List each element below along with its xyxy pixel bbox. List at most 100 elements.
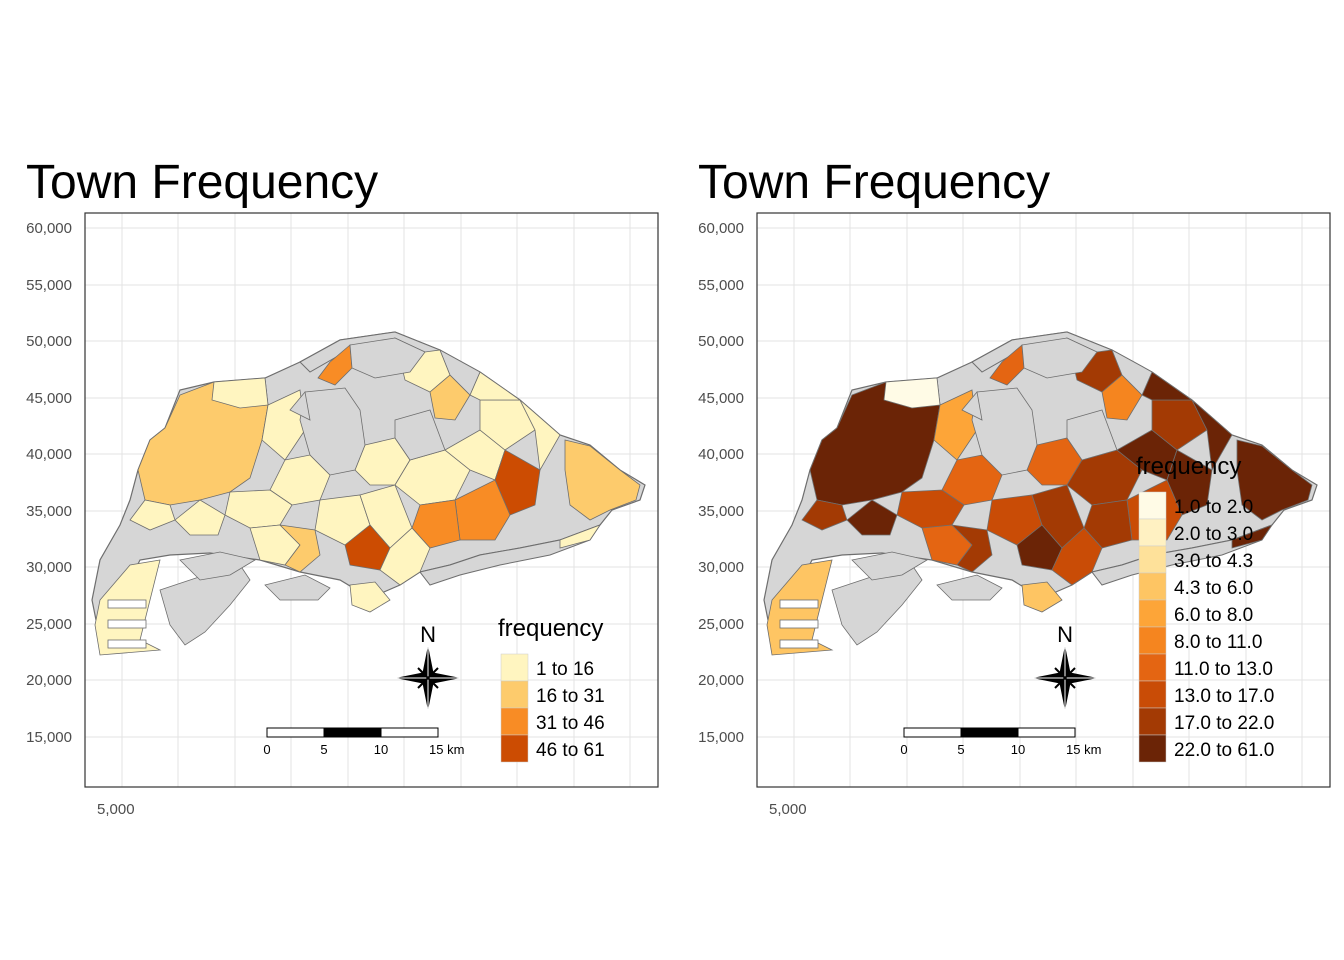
- legend-swatch: [500, 680, 529, 709]
- legend-swatch: [500, 653, 529, 682]
- region-polygon: [564, 439, 641, 521]
- region-polygon: [317, 344, 353, 386]
- region-polygon: [1083, 499, 1133, 549]
- legend-label: 6.0 to 8.0: [1174, 605, 1253, 626]
- y-tick-label: 35,000: [26, 503, 72, 520]
- y-tick-label: 60,000: [26, 220, 72, 237]
- region-polygon: [559, 524, 602, 549]
- legend-entry: 46 to 61: [500, 734, 605, 763]
- region-polygon-missing: [971, 387, 1038, 476]
- map-figure: Town Frequency 60,00055,00050,00045,0004…: [698, 156, 1331, 818]
- y-tick-label: 50,000: [698, 333, 744, 350]
- y-tick-label: 20,000: [26, 672, 72, 689]
- region-polygon-missing: [851, 551, 929, 581]
- y-tick-label: 55,000: [26, 277, 72, 294]
- jetty: [779, 599, 819, 609]
- scale-bar-segment: [380, 727, 439, 738]
- legend-label: 11.0 to 13.0: [1174, 659, 1273, 680]
- region-polygon: [846, 499, 898, 536]
- region-polygon-missing: [439, 349, 481, 396]
- scale-bar-segment: [960, 727, 1019, 738]
- jetty: [779, 639, 819, 649]
- legend-swatch: [500, 707, 529, 736]
- region-polygon: [1166, 449, 1213, 516]
- y-tick-label: 45,000: [26, 390, 72, 407]
- scale-bar-label: 10: [1011, 742, 1025, 757]
- jetty: [779, 619, 819, 629]
- y-tick-label: 50,000: [26, 333, 72, 350]
- jetty: [107, 599, 147, 609]
- legend-entry: 8.0 to 11.0: [1138, 626, 1262, 655]
- legend-entry: 13.0 to 17.0: [1138, 680, 1274, 709]
- legend-swatch: [1138, 545, 1167, 574]
- map-title: Town Frequency: [698, 156, 1050, 209]
- region-polygon: [1101, 374, 1143, 421]
- region-polygon-missing: [349, 337, 426, 379]
- legend-label: 17.0 to 22.0: [1174, 713, 1274, 734]
- y-tick-label: 15,000: [698, 729, 744, 746]
- y-tick-label: 40,000: [26, 446, 72, 463]
- region-polygon: [211, 377, 269, 409]
- panel-frame: [756, 212, 1331, 788]
- x-tick-label: 5,000: [97, 801, 135, 818]
- map-figure: Town Frequency 60,00055,00050,00045,0004…: [26, 156, 659, 818]
- region-polygon: [989, 344, 1025, 386]
- region-polygon: [129, 499, 176, 531]
- legend-label: 1 to 16: [536, 659, 594, 680]
- panel-frame: [84, 212, 659, 788]
- legend-entry: 11.0 to 13.0: [1138, 653, 1273, 682]
- map-panel-right: Town Frequency 60,000 55,000 50,000 45,000 4…: [672, 0, 1344, 960]
- north-arrow: N: [1034, 622, 1096, 709]
- y-tick-label: 55,000: [698, 277, 744, 294]
- region-polygon: [1051, 527, 1103, 586]
- legend-title: frequency: [498, 615, 603, 642]
- region-polygon-missing: [1111, 349, 1153, 396]
- compass-rose-icon: [1034, 647, 1096, 709]
- legend-swatch: [1138, 680, 1167, 709]
- legend-swatch: [500, 734, 529, 763]
- y-tick-label: 15,000: [26, 729, 72, 746]
- region-polygon-missing: [1021, 337, 1098, 379]
- legend-entry: 6.0 to 8.0: [1138, 599, 1253, 628]
- x-tick-label: 5,000: [769, 801, 807, 818]
- region-polygon-missing: [1066, 409, 1118, 461]
- land-map: [91, 331, 646, 656]
- region-polygon: [174, 499, 226, 536]
- region-polygon-missing: [289, 391, 311, 421]
- region-polygon-missing: [936, 574, 1003, 601]
- legend-label: 3.0 to 4.3: [1174, 551, 1253, 572]
- region-polygon: [1231, 524, 1274, 549]
- y-tick-label: 45,000: [698, 390, 744, 407]
- scale-bar-label: 5: [320, 742, 327, 757]
- legend-entry: 1 to 16: [500, 653, 594, 682]
- y-tick-label: 30,000: [26, 559, 72, 576]
- scale-bar-label: 5: [957, 742, 964, 757]
- legend-swatch: [1138, 626, 1167, 655]
- compass-rose-icon: [397, 647, 459, 709]
- north-label: N: [420, 622, 436, 647]
- scale-bar-label: 15 km: [1066, 742, 1101, 757]
- legend-label: 13.0 to 17.0: [1174, 686, 1274, 707]
- y-tick-label: 60,000: [698, 220, 744, 237]
- y-axis-ticks: 60,000 55,000 50,000 45,000 40,000 35,000 30,0…: [698, 220, 744, 746]
- legend-swatch: [1138, 734, 1167, 763]
- y-tick-label: 25,000: [698, 616, 744, 633]
- y-tick-label: 25,000: [26, 616, 72, 633]
- map-panel-left: Town Frequency 60,000 55,000 50,000 45,000 4…: [26, 156, 659, 818]
- y-tick-label: 40,000: [698, 446, 744, 463]
- legend-entry: 2.0 to 3.0: [1138, 518, 1253, 547]
- legend-swatch: [1138, 707, 1167, 736]
- region-polygon: [429, 374, 471, 421]
- y-axis-ticks: 60,000 55,000 50,000 45,000 40,000 35,000 30,0…: [26, 220, 72, 746]
- legend-label: 4.3 to 6.0: [1174, 578, 1253, 599]
- region-polygon-missing: [961, 391, 983, 421]
- y-tick-label: 30,000: [698, 559, 744, 576]
- legend-entry: 22.0 to 61.0: [1138, 734, 1274, 763]
- legend: frequency 1.0 to 2.0 2.0 to 3.0 3.0 to 4.3 4…: [1136, 453, 1274, 763]
- region-polygon: [349, 581, 391, 613]
- north-label: N: [1057, 622, 1073, 647]
- scale-bar: 0 5 10 15 km: [263, 727, 464, 757]
- legend-label: 1.0 to 2.0: [1174, 497, 1253, 518]
- scale-bar-label: 0: [263, 742, 270, 757]
- legend-label: 31 to 46: [536, 713, 605, 734]
